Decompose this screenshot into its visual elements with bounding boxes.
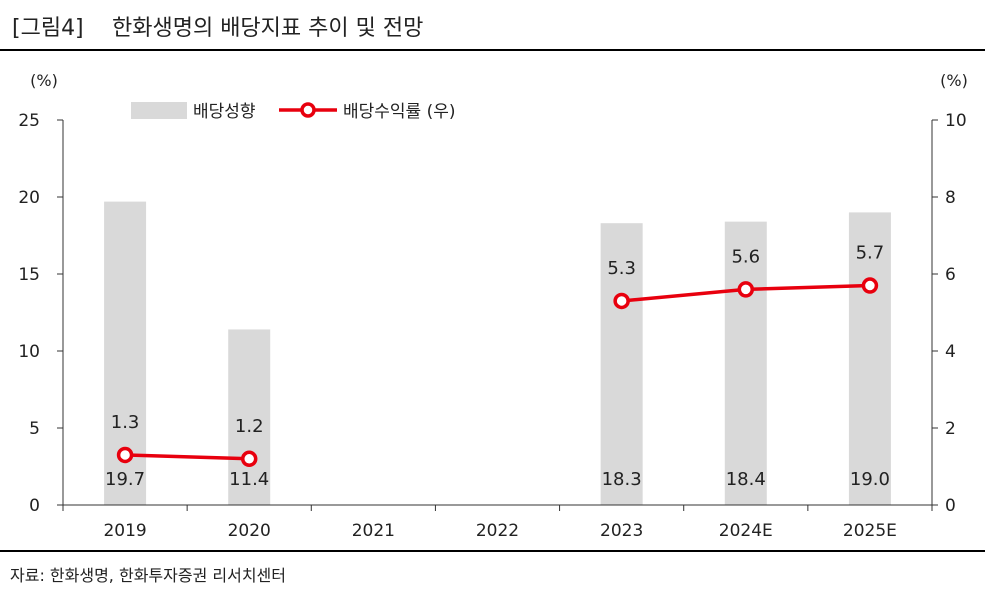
line-value-label: 5.3	[607, 258, 636, 279]
legend-bar-label: 배당성향	[193, 102, 256, 122]
bar-2025E	[848, 212, 891, 505]
line-value-label: 1.3	[111, 412, 140, 433]
left-tick-label: 15	[18, 265, 40, 285]
figure-header: [그림4] 한화생명의 배당지표 추이 및 전망	[0, 0, 985, 52]
bar-value-label: 19.7	[105, 469, 145, 490]
bar-2023	[600, 223, 643, 505]
right-tick-label: 10	[945, 111, 967, 131]
bar-value-label: 18.3	[602, 469, 642, 490]
right-tick-label: 4	[945, 342, 956, 362]
line-point-2020	[240, 450, 258, 468]
x-tick-label: 2019	[103, 521, 146, 541]
legend-line-label: 배당수익률 (우)	[343, 102, 456, 122]
bar-value-label: 18.4	[726, 469, 766, 490]
legend-line-marker	[300, 102, 316, 118]
legend-bar-swatch	[131, 102, 187, 119]
line-point-2023	[613, 292, 630, 310]
x-tick-label: 2022	[476, 521, 519, 541]
line-point-2024E	[737, 281, 755, 298]
left-tick-label: 10	[18, 342, 40, 362]
bar-value-label: 11.4	[229, 469, 269, 490]
left-tick-label: 25	[18, 111, 40, 131]
right-axis-unit: (%)	[940, 71, 968, 90]
right-tick-label: 6	[945, 265, 956, 285]
left-axis-unit: (%)	[30, 71, 58, 90]
bar-2020	[228, 329, 271, 505]
figure-title: 한화생명의 배당지표 추이 및 전망	[112, 16, 424, 41]
x-tick-label: 2020	[228, 521, 271, 541]
line-value-label: 5.6	[731, 246, 760, 267]
source-note: 자료: 한화생명, 한화투자증권 리서치센터	[10, 566, 286, 585]
line-segment	[621, 287, 746, 303]
left-tick-label: 20	[18, 188, 40, 208]
line-point-2025E	[861, 277, 879, 294]
right-tick-label: 2	[945, 419, 956, 439]
top-rule	[0, 49, 985, 51]
line-segment	[745, 283, 870, 292]
line-value-label: 5.7	[856, 243, 885, 264]
bar-value-label: 19.0	[850, 469, 890, 490]
figure-number: [그림4]	[12, 16, 84, 41]
right-tick-label: 0	[945, 496, 956, 516]
left-tick-label: 0	[29, 496, 40, 516]
x-tick-label: 2021	[352, 521, 395, 541]
left-tick-label: 5	[29, 419, 40, 439]
line-point-2019	[116, 446, 134, 464]
x-tick-label: 2023	[600, 521, 643, 541]
line-value-label: 1.2	[235, 416, 264, 437]
dividend-chart: 0 5 10 15 20 25 0 2 4 6 8 10 (%) (%) 2019 2020 2021 2022 2…	[18, 71, 968, 541]
line-segment	[125, 453, 250, 461]
right-tick-label: 8	[945, 188, 956, 208]
bar-2024E	[724, 221, 767, 505]
bottom-rule	[0, 550, 985, 552]
x-tick-label: 2025E	[843, 521, 897, 541]
x-tick-label: 2024E	[719, 521, 773, 541]
